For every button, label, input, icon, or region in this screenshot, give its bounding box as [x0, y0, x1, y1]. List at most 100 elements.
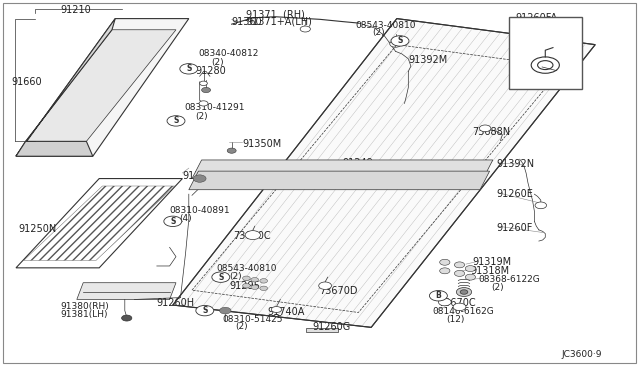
Circle shape	[465, 266, 476, 272]
Text: 91740A: 91740A	[268, 307, 305, 317]
Circle shape	[479, 125, 491, 132]
Circle shape	[465, 274, 476, 280]
Text: S: S	[170, 217, 175, 226]
Circle shape	[164, 216, 182, 227]
Circle shape	[440, 259, 450, 265]
Text: B: B	[436, 291, 441, 300]
Text: 91319M: 91319M	[472, 257, 511, 267]
Circle shape	[199, 101, 208, 106]
Text: (4): (4)	[179, 214, 192, 223]
Circle shape	[251, 285, 259, 289]
Text: 91280: 91280	[195, 66, 226, 76]
Text: 91260FA: 91260FA	[516, 13, 558, 23]
Circle shape	[390, 41, 401, 47]
Circle shape	[260, 286, 268, 291]
Text: 91260E: 91260E	[496, 189, 533, 199]
Text: 91318M: 91318M	[470, 266, 509, 276]
Text: 08340-40812: 08340-40812	[198, 49, 259, 58]
Text: 08310-51425: 08310-51425	[223, 315, 284, 324]
Circle shape	[271, 307, 282, 312]
Text: S: S	[397, 36, 403, 45]
Text: 91371  (RH): 91371 (RH)	[246, 9, 305, 19]
Text: 08146-6162G: 08146-6162G	[432, 307, 493, 316]
Text: 08310-41291: 08310-41291	[184, 103, 245, 112]
Polygon shape	[26, 30, 176, 141]
Polygon shape	[77, 283, 176, 299]
Text: 08310-40891: 08310-40891	[170, 206, 230, 215]
Text: (2): (2)	[229, 272, 242, 280]
Text: (2): (2)	[236, 322, 248, 331]
Text: 91260G: 91260G	[312, 322, 351, 331]
Text: 91371+A(LH): 91371+A(LH)	[246, 17, 312, 26]
Text: 91295: 91295	[229, 281, 260, 291]
Circle shape	[460, 290, 468, 294]
Text: S: S	[218, 273, 223, 282]
Polygon shape	[189, 171, 490, 190]
Text: (2): (2)	[492, 283, 504, 292]
Text: 91392N: 91392N	[496, 160, 534, 169]
Text: 91249: 91249	[342, 158, 373, 168]
Circle shape	[196, 305, 214, 316]
Text: 91390: 91390	[182, 171, 213, 180]
Text: 91660: 91660	[12, 77, 42, 87]
Circle shape	[200, 81, 207, 86]
Text: 73670C: 73670C	[234, 231, 271, 241]
Text: 08543-40810: 08543-40810	[355, 21, 416, 30]
Circle shape	[251, 278, 259, 282]
Text: 91380(RH): 91380(RH)	[61, 302, 109, 311]
Text: 91260HA: 91260HA	[278, 171, 323, 180]
Text: 91381(LH): 91381(LH)	[61, 310, 108, 319]
Polygon shape	[306, 328, 338, 332]
Text: (12): (12)	[447, 315, 465, 324]
Circle shape	[391, 36, 409, 46]
Text: 91360: 91360	[232, 17, 262, 26]
Circle shape	[535, 202, 547, 209]
Text: 91350M: 91350M	[242, 140, 281, 149]
Circle shape	[440, 268, 450, 274]
Text: (2): (2)	[195, 112, 208, 121]
Circle shape	[454, 270, 465, 276]
Circle shape	[300, 26, 310, 32]
Circle shape	[193, 175, 206, 182]
Circle shape	[260, 279, 268, 283]
Text: 91250N: 91250N	[18, 224, 56, 234]
Text: (2): (2)	[372, 28, 385, 37]
Circle shape	[227, 148, 236, 153]
Bar	[509, 17, 582, 89]
Text: 08368-6122G: 08368-6122G	[479, 275, 540, 284]
Circle shape	[212, 272, 230, 282]
Text: 73688N: 73688N	[472, 127, 511, 137]
Circle shape	[243, 276, 250, 280]
Circle shape	[245, 231, 260, 240]
Circle shape	[167, 116, 185, 126]
Circle shape	[454, 262, 465, 268]
Text: 91260F: 91260F	[496, 223, 532, 232]
Text: 91260H: 91260H	[157, 298, 195, 308]
Polygon shape	[173, 19, 595, 327]
Polygon shape	[16, 141, 93, 156]
Polygon shape	[16, 179, 182, 268]
Circle shape	[180, 64, 198, 74]
Circle shape	[220, 307, 231, 314]
Text: S: S	[173, 116, 179, 125]
Circle shape	[202, 87, 211, 93]
Polygon shape	[192, 160, 493, 179]
Circle shape	[453, 303, 466, 311]
Circle shape	[438, 298, 451, 306]
Text: 73670C: 73670C	[438, 298, 476, 308]
Text: S: S	[202, 306, 207, 315]
Text: JC3600·9: JC3600·9	[562, 350, 602, 359]
Text: S: S	[186, 64, 191, 73]
Circle shape	[429, 291, 447, 301]
Circle shape	[122, 315, 132, 321]
Polygon shape	[16, 19, 189, 156]
Text: (2): (2)	[211, 58, 224, 67]
Circle shape	[319, 282, 332, 289]
Circle shape	[456, 288, 472, 296]
Text: 91392M: 91392M	[408, 55, 447, 65]
Text: 91210: 91210	[61, 6, 92, 15]
Text: 08543-40810: 08543-40810	[216, 264, 277, 273]
Text: 73670D: 73670D	[319, 286, 357, 296]
Polygon shape	[16, 19, 115, 156]
Circle shape	[243, 283, 250, 288]
